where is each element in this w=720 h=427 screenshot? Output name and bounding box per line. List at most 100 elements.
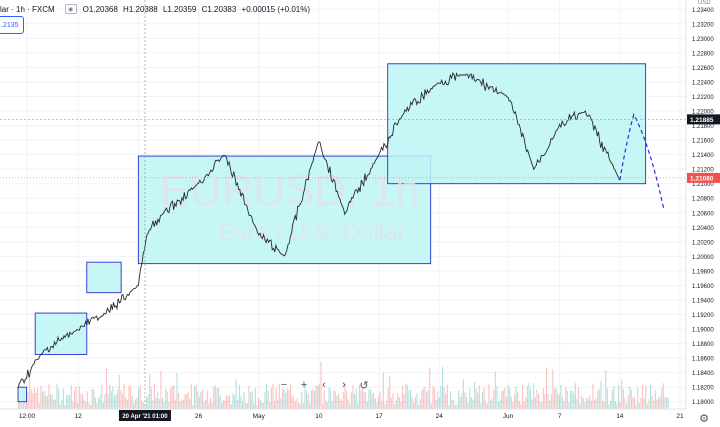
volume-bar [438, 397, 440, 409]
volume-bar [211, 402, 213, 409]
volume-bar [30, 389, 32, 409]
volume-bar [648, 399, 650, 409]
volume-bar [651, 395, 653, 409]
currency-label[interactable]: USD [698, 0, 711, 6]
volume-bar [246, 403, 248, 409]
time-axis[interactable]: 12:00121926May101724Jun71421 [19, 413, 684, 420]
volume-bar [477, 392, 479, 409]
volume-bar [195, 384, 197, 409]
volume-bar [240, 395, 242, 409]
volume-bar [242, 401, 244, 409]
volume-bar [264, 392, 266, 409]
volume-bar [131, 395, 133, 409]
volume-bar [411, 397, 413, 409]
volume-bar [614, 401, 616, 409]
price-tick-label: 1.22800 [692, 51, 714, 57]
volume-bar [230, 404, 232, 409]
volume-bar [514, 394, 516, 409]
time-tick-label: Jun [503, 413, 514, 420]
volume-bar [221, 402, 223, 409]
reset-chart-button[interactable]: ↺ [359, 379, 369, 392]
volume-bar [317, 385, 319, 409]
volume-bar [341, 401, 343, 409]
volume-bar [112, 386, 114, 409]
rectangle-zone[interactable] [34, 312, 88, 355]
zoom-in-button[interactable]: + [300, 379, 308, 391]
legend-symbol[interactable]: lar · 1h · FXCM [0, 4, 55, 14]
rectangle-zone[interactable] [137, 155, 432, 265]
volume-bar [323, 390, 325, 409]
volume-bar [45, 395, 47, 409]
price-tick-label: 1.18000 [692, 400, 714, 406]
volume-bar [154, 383, 156, 409]
price-chip[interactable]: .2135 [0, 16, 24, 34]
volume-bar [528, 382, 530, 409]
volume-bar [37, 387, 39, 409]
volume-bar [325, 400, 327, 409]
volume-bar [666, 397, 668, 409]
volume-bar [414, 397, 416, 409]
volume-bar [582, 398, 584, 409]
volume-bar [539, 400, 541, 409]
volume-bar [406, 384, 408, 409]
volume-bar [125, 396, 127, 409]
volume-bar [72, 401, 74, 409]
volume-bar [469, 388, 471, 409]
rectangle-zone[interactable] [387, 63, 647, 185]
volume-bar [26, 399, 28, 409]
rectangle-zone[interactable] [86, 261, 122, 294]
price-tick-label: 1.19600 [692, 284, 714, 290]
volume-bar [597, 390, 599, 409]
volume-bar [594, 400, 596, 409]
volume-bar [299, 403, 301, 409]
legend-open: O1.20368 [82, 4, 118, 14]
price-tick-label: 1.21400 [692, 153, 714, 159]
volume-bar [632, 396, 634, 409]
volume-bar [347, 399, 349, 409]
volume-bar [261, 402, 263, 409]
volume-bar [213, 387, 215, 409]
volume-bar [483, 387, 485, 409]
time-tick-label: 17 [375, 413, 383, 420]
price-axis[interactable]: 1.23400 1.23200 1.23000 1.22800 1.22600 1.224… [692, 8, 714, 406]
volume-bar [171, 385, 173, 409]
volume-bar [613, 386, 615, 409]
volume-bar [235, 379, 237, 409]
crosshair-time-label: 20 Apr '21 01:00 [122, 414, 168, 420]
volume-bar [362, 388, 364, 409]
volume-bar [560, 384, 562, 409]
volume-bar [518, 401, 520, 409]
volume-bar [432, 385, 434, 409]
volume-bar [395, 399, 397, 409]
scroll-right-button[interactable]: › [342, 379, 346, 391]
zoom-out-button[interactable]: − [280, 379, 288, 391]
volume-bar [334, 391, 336, 409]
volume-bar [336, 395, 338, 409]
volume-bar [203, 402, 205, 409]
volume-bar [616, 403, 618, 409]
volume-bar [174, 399, 176, 409]
volume-bar [408, 390, 410, 409]
rectangle-zone[interactable] [17, 386, 28, 403]
volume-bar [123, 383, 125, 409]
volume-bar [654, 390, 656, 409]
gear-icon[interactable]: ⚙ [699, 412, 709, 425]
volume-bar [176, 372, 178, 409]
volume-bar [251, 391, 253, 409]
volume-bar [355, 388, 357, 409]
volume-bar [66, 395, 68, 409]
price-tick-label: 1.20200 [692, 240, 714, 246]
volume-bar [370, 389, 372, 409]
volume-bar [200, 391, 202, 409]
volume-bar [78, 386, 80, 409]
volume-bar [573, 393, 575, 409]
volume-bar [114, 396, 116, 409]
eye-icon[interactable]: ◉ [64, 4, 77, 14]
volume-bar [435, 400, 437, 409]
volume-bar [472, 399, 474, 409]
scroll-left-button[interactable]: ‹ [322, 379, 326, 391]
volume-bar [278, 384, 280, 409]
volume-bar [419, 399, 421, 409]
volume-bar [272, 383, 274, 409]
